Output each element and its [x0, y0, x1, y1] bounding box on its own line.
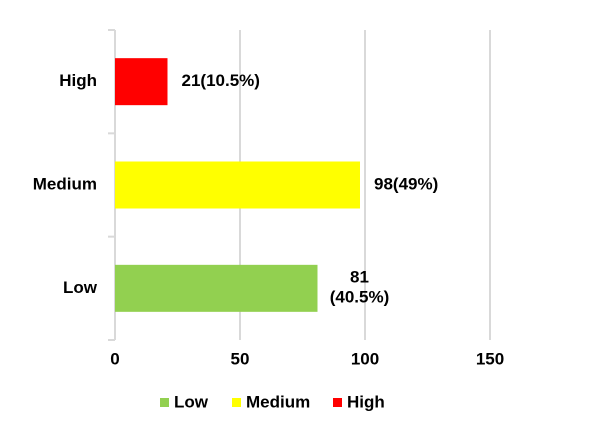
legend-marker — [160, 398, 169, 407]
x-tick-label: 100 — [351, 349, 379, 368]
legend-label: High — [347, 392, 385, 411]
bar — [115, 161, 360, 209]
x-tick-label: 0 — [110, 349, 119, 368]
legend-marker — [232, 398, 241, 407]
y-tick-label: Low — [63, 278, 98, 297]
value-label: 21(10.5%) — [182, 71, 260, 90]
value-label: 98(49%) — [374, 174, 438, 193]
x-tick-label: 50 — [231, 349, 250, 368]
legend-marker — [333, 398, 342, 407]
bar — [115, 58, 168, 106]
y-tick-label: High — [59, 71, 97, 90]
x-tick-label: 150 — [476, 349, 504, 368]
value-label: 81 (40.5%) — [330, 268, 390, 307]
bar — [115, 264, 318, 312]
legend-label: Medium — [246, 392, 310, 411]
y-tick-label: Medium — [33, 174, 97, 193]
legend-label: Low — [174, 392, 209, 411]
